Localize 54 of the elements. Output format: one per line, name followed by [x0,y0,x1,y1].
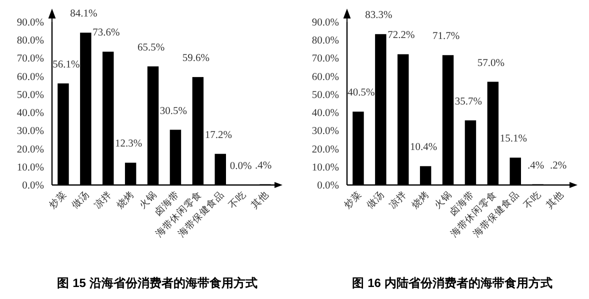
x-tick-label: 炒菜 [341,188,364,212]
text: 图 15 沿海省份消费者的海带食用方式 [57,276,258,290]
data-label: 72.2% [387,30,414,42]
data-label: 10.4% [410,142,437,154]
x-tick-label: 做汤 [364,188,386,212]
data-label: 83.3% [364,10,392,22]
y-tick-label: 60.0% [311,72,339,83]
y-tick-label: 80.0% [16,36,44,47]
text: 图 16 内陆省份消费者的海带食用方式 [352,276,552,290]
y-tick-label: 50.0% [16,90,44,101]
y-tick-label: 70.0% [16,54,44,65]
x-tick-label: 不吃 [520,188,544,212]
data-label: 40.5% [347,88,375,99]
y-tick-label: 90.0% [311,18,339,28]
data-label: .4% [254,160,272,172]
x-tick-label: 其他 [543,188,566,212]
x-tick-label: 不吃 [226,188,249,212]
data-label: 71.7% [432,31,460,42]
x-tick-label: 烧烤 [114,188,137,212]
data-label: 0.0% [230,161,252,172]
data-label: 59.6% [182,53,210,64]
y-tick-label: 0.0% [316,180,339,192]
y-tick-label: 10.0% [16,162,44,174]
x-tick-label: 其他 [248,188,272,212]
data-label: 84.1% [70,8,98,20]
y-tick-label: 20.0% [311,144,339,156]
data-label: 65.5% [137,42,165,54]
data-label: .4% [527,160,544,172]
y-tick-label: 40.0% [311,108,339,120]
x-tick-label: 凉拌 [386,188,409,212]
y-tick-label: 90.0% [16,18,44,28]
y-tick-label: 30.0% [311,126,339,138]
y-tick-label: 20.0% [16,144,44,156]
data-label: 15.1% [499,134,527,145]
y-tick-label: 70.0% [311,54,339,65]
data-label: 12.3% [115,138,142,150]
y-tick-label: 50.0% [311,90,339,101]
x-tick-label: 炒菜 [46,188,70,212]
data-label: 30.5% [160,106,188,117]
y-tick-label: 40.0% [16,108,44,120]
x-tick-label: 做汤 [69,188,92,212]
y-tick-label: 60.0% [16,72,44,83]
data-label: 73.6% [92,28,120,39]
data-label: 57.0% [476,58,504,69]
data-label: 56.1% [52,59,80,70]
y-tick-label: 80.0% [311,36,339,47]
data-label: 17.2% [204,130,232,141]
data-label: .2% [549,160,566,172]
y-tick-label: 30.0% [16,126,44,138]
y-tick-label: 0.0% [22,180,44,192]
y-tick-label: 10.0% [311,162,339,174]
data-label: 35.7% [454,96,482,108]
x-tick-label: 凉拌 [92,188,114,212]
x-tick-label: 烧烤 [408,188,432,212]
